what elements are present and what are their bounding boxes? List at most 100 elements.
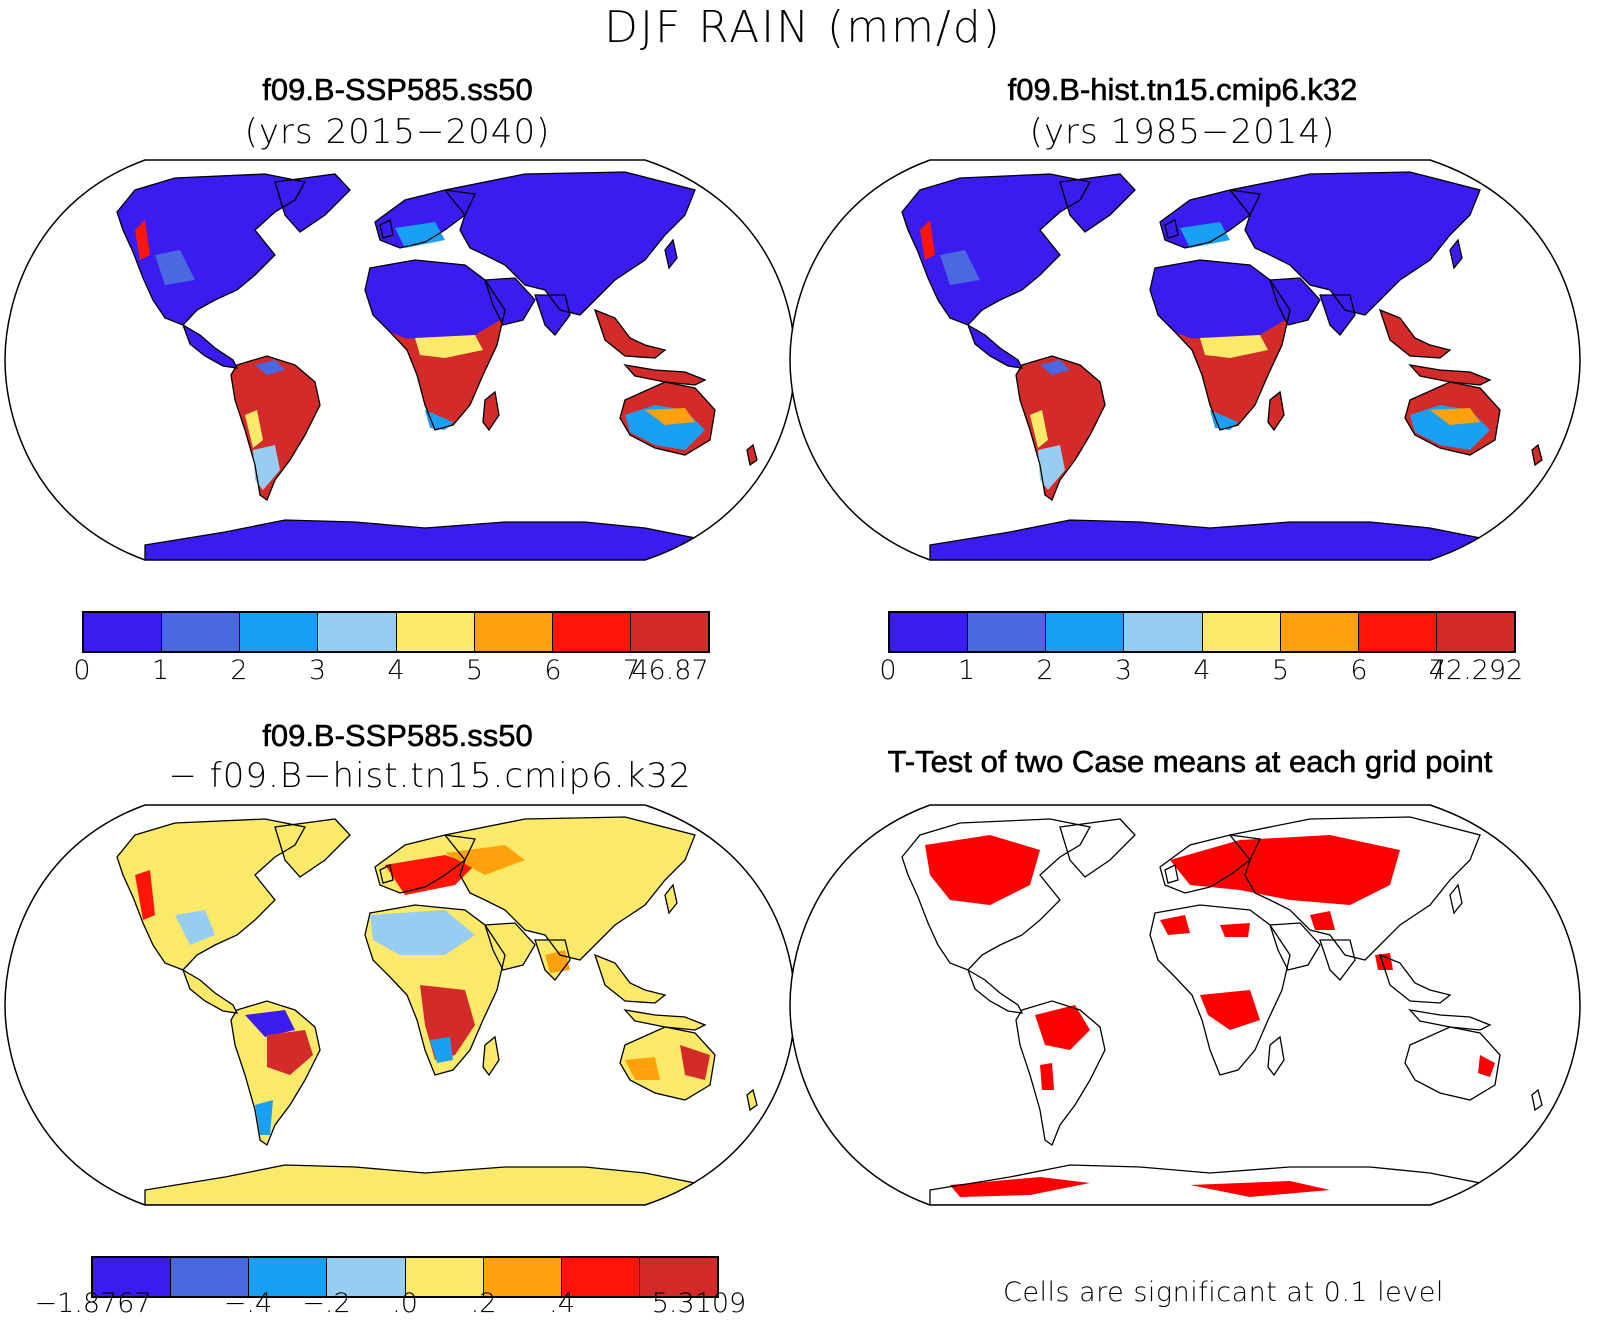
panel-title-bottom-left: f09.B-SSP585.ss50: [262, 718, 533, 754]
significant-region: [1040, 1063, 1054, 1090]
colorbar-swatch: [968, 613, 1047, 651]
globe-outline: [789, 804, 1581, 1206]
land-australia: [620, 1027, 715, 1100]
land-antarctica: [930, 520, 1490, 560]
colorbar-tick-label: 1: [957, 655, 976, 686]
colorbar-labels-top-left: 0 1 2 3 4 5 6 7 46.87: [73, 655, 710, 689]
rain-zone-sahara: [1150, 260, 1285, 340]
colorbar-swatch: [630, 613, 708, 651]
coastline-indonesia: [623, 364, 707, 386]
coastline-india: [534, 294, 571, 336]
diff-zone-patagonia: [255, 1100, 273, 1135]
rain-zone-us-east: [940, 250, 980, 285]
colorbar-swatch: [1046, 613, 1125, 651]
rain-zone-cape: [1210, 410, 1238, 430]
rain-zone-europe-west: [395, 222, 445, 248]
coastline-central-america: [966, 968, 1024, 1014]
land-central-america: [968, 325, 1022, 368]
colorbar-tick-label: −1.8767: [34, 1288, 152, 1319]
coastline-arabia: [484, 922, 536, 971]
colorbar-tick-label: 3: [1114, 655, 1133, 686]
colorbar-swatch: [1124, 613, 1203, 651]
coastline-india: [1319, 939, 1356, 981]
land-north-america: [902, 174, 1090, 325]
land-layer: [901, 816, 1543, 1205]
colorbar-tick-label: 5: [1271, 655, 1290, 686]
panel-subtitle-top-left: (yrs 2015−2040): [244, 112, 551, 152]
colorbar-tick-label: 0: [73, 655, 91, 686]
significant-region: [950, 1177, 1090, 1197]
coastline-indonesia: [1408, 1009, 1492, 1031]
significant-region: [1220, 923, 1250, 937]
diff-zone-russia: [445, 845, 525, 875]
diff-zone-sahara: [370, 910, 475, 955]
land-uk: [380, 220, 393, 238]
diff-zone-brazil-wet: [267, 1030, 313, 1075]
colorbar-tick-label: 46.87: [631, 655, 709, 686]
colorbar-swatch: [162, 613, 241, 651]
colorbar-swatch: [552, 613, 631, 651]
colorbar-swatch: [249, 1258, 328, 1296]
coastline-australia: [1404, 1026, 1501, 1101]
land-central-america: [968, 970, 1022, 1013]
coastline-uk: [379, 864, 394, 884]
coastline-nz: [1531, 1088, 1543, 1112]
colorbar-top-right: [888, 611, 1516, 653]
rain-zone-sahel: [1200, 335, 1268, 358]
coastline-australia: [619, 381, 716, 456]
coastline-greenland: [274, 818, 351, 878]
globe-outline: [789, 159, 1581, 561]
land-central-america: [183, 325, 237, 368]
land-south-america: [231, 356, 320, 500]
colorbar-tick-label: 4: [387, 655, 405, 686]
coastline-madagascar: [482, 390, 500, 432]
coastline-arabia: [1269, 277, 1321, 326]
colorbar-swatch: [639, 1258, 717, 1296]
colorbar-tick-label: 7: [622, 655, 641, 686]
colorbar-tick-label: 42.292: [1428, 655, 1524, 686]
colorbar-swatch: [327, 1258, 406, 1296]
coastline-uk: [1164, 219, 1179, 239]
colorbar-swatch: [396, 613, 475, 651]
rain-zone-pacific-nw: [135, 220, 150, 260]
coastline-europe: [374, 189, 476, 249]
coastline-north-america: [116, 173, 307, 326]
coastline-japan: [1449, 238, 1463, 270]
colorbar-tick-label: .2: [470, 1288, 497, 1319]
significant-region: [1160, 915, 1190, 935]
coastline-indonesia: [1408, 364, 1492, 386]
colorbar-tick-label: 2: [1036, 655, 1054, 686]
land-india: [535, 295, 570, 335]
rain-zone-sahara: [365, 260, 500, 340]
diff-zone-australia-east: [680, 1045, 710, 1080]
rain-zone-us-east: [155, 250, 195, 285]
land-indonesia: [1410, 365, 1490, 385]
land-india: [1320, 295, 1355, 335]
land-south-america: [1016, 356, 1105, 500]
colorbar-swatch: [1202, 613, 1281, 651]
diff-zone-us-southeast: [175, 910, 215, 945]
coastline-africa: [1149, 904, 1291, 1076]
colorbar-tick-label: −.4: [223, 1288, 273, 1319]
coastline-central-america: [966, 323, 1024, 369]
land-antarctica: [145, 1165, 705, 1205]
land-asia: [445, 172, 695, 315]
land-layer: [116, 816, 758, 1205]
coastline-uk: [1164, 864, 1179, 884]
diff-zone-australia-west: [625, 1057, 660, 1080]
coastline-india: [1319, 294, 1356, 336]
colorbar-swatch: [1436, 613, 1514, 651]
coastline-europe: [374, 834, 476, 894]
coastline-japan: [664, 883, 678, 915]
colorbar-labels-bottom-left: −1.8767 −.4 −.2 .0 .2 .4 5.3109: [34, 1288, 746, 1322]
panel-title-top-right: f09.B-hist.tn15.cmip6.k32: [1007, 72, 1358, 108]
rain-zone-europe-west: [1180, 222, 1230, 248]
colorbar-tick-label: 7: [1428, 655, 1447, 686]
coastline-nz: [1531, 443, 1543, 467]
land-africa: [1150, 905, 1290, 1075]
panel-title-top-left: f09.B-SSP585.ss50: [262, 72, 533, 108]
rain-zone-sahel: [415, 335, 483, 358]
land-north-america: [117, 819, 305, 970]
coastline-europe: [1159, 834, 1261, 894]
coastline-south-america: [1015, 1000, 1106, 1147]
